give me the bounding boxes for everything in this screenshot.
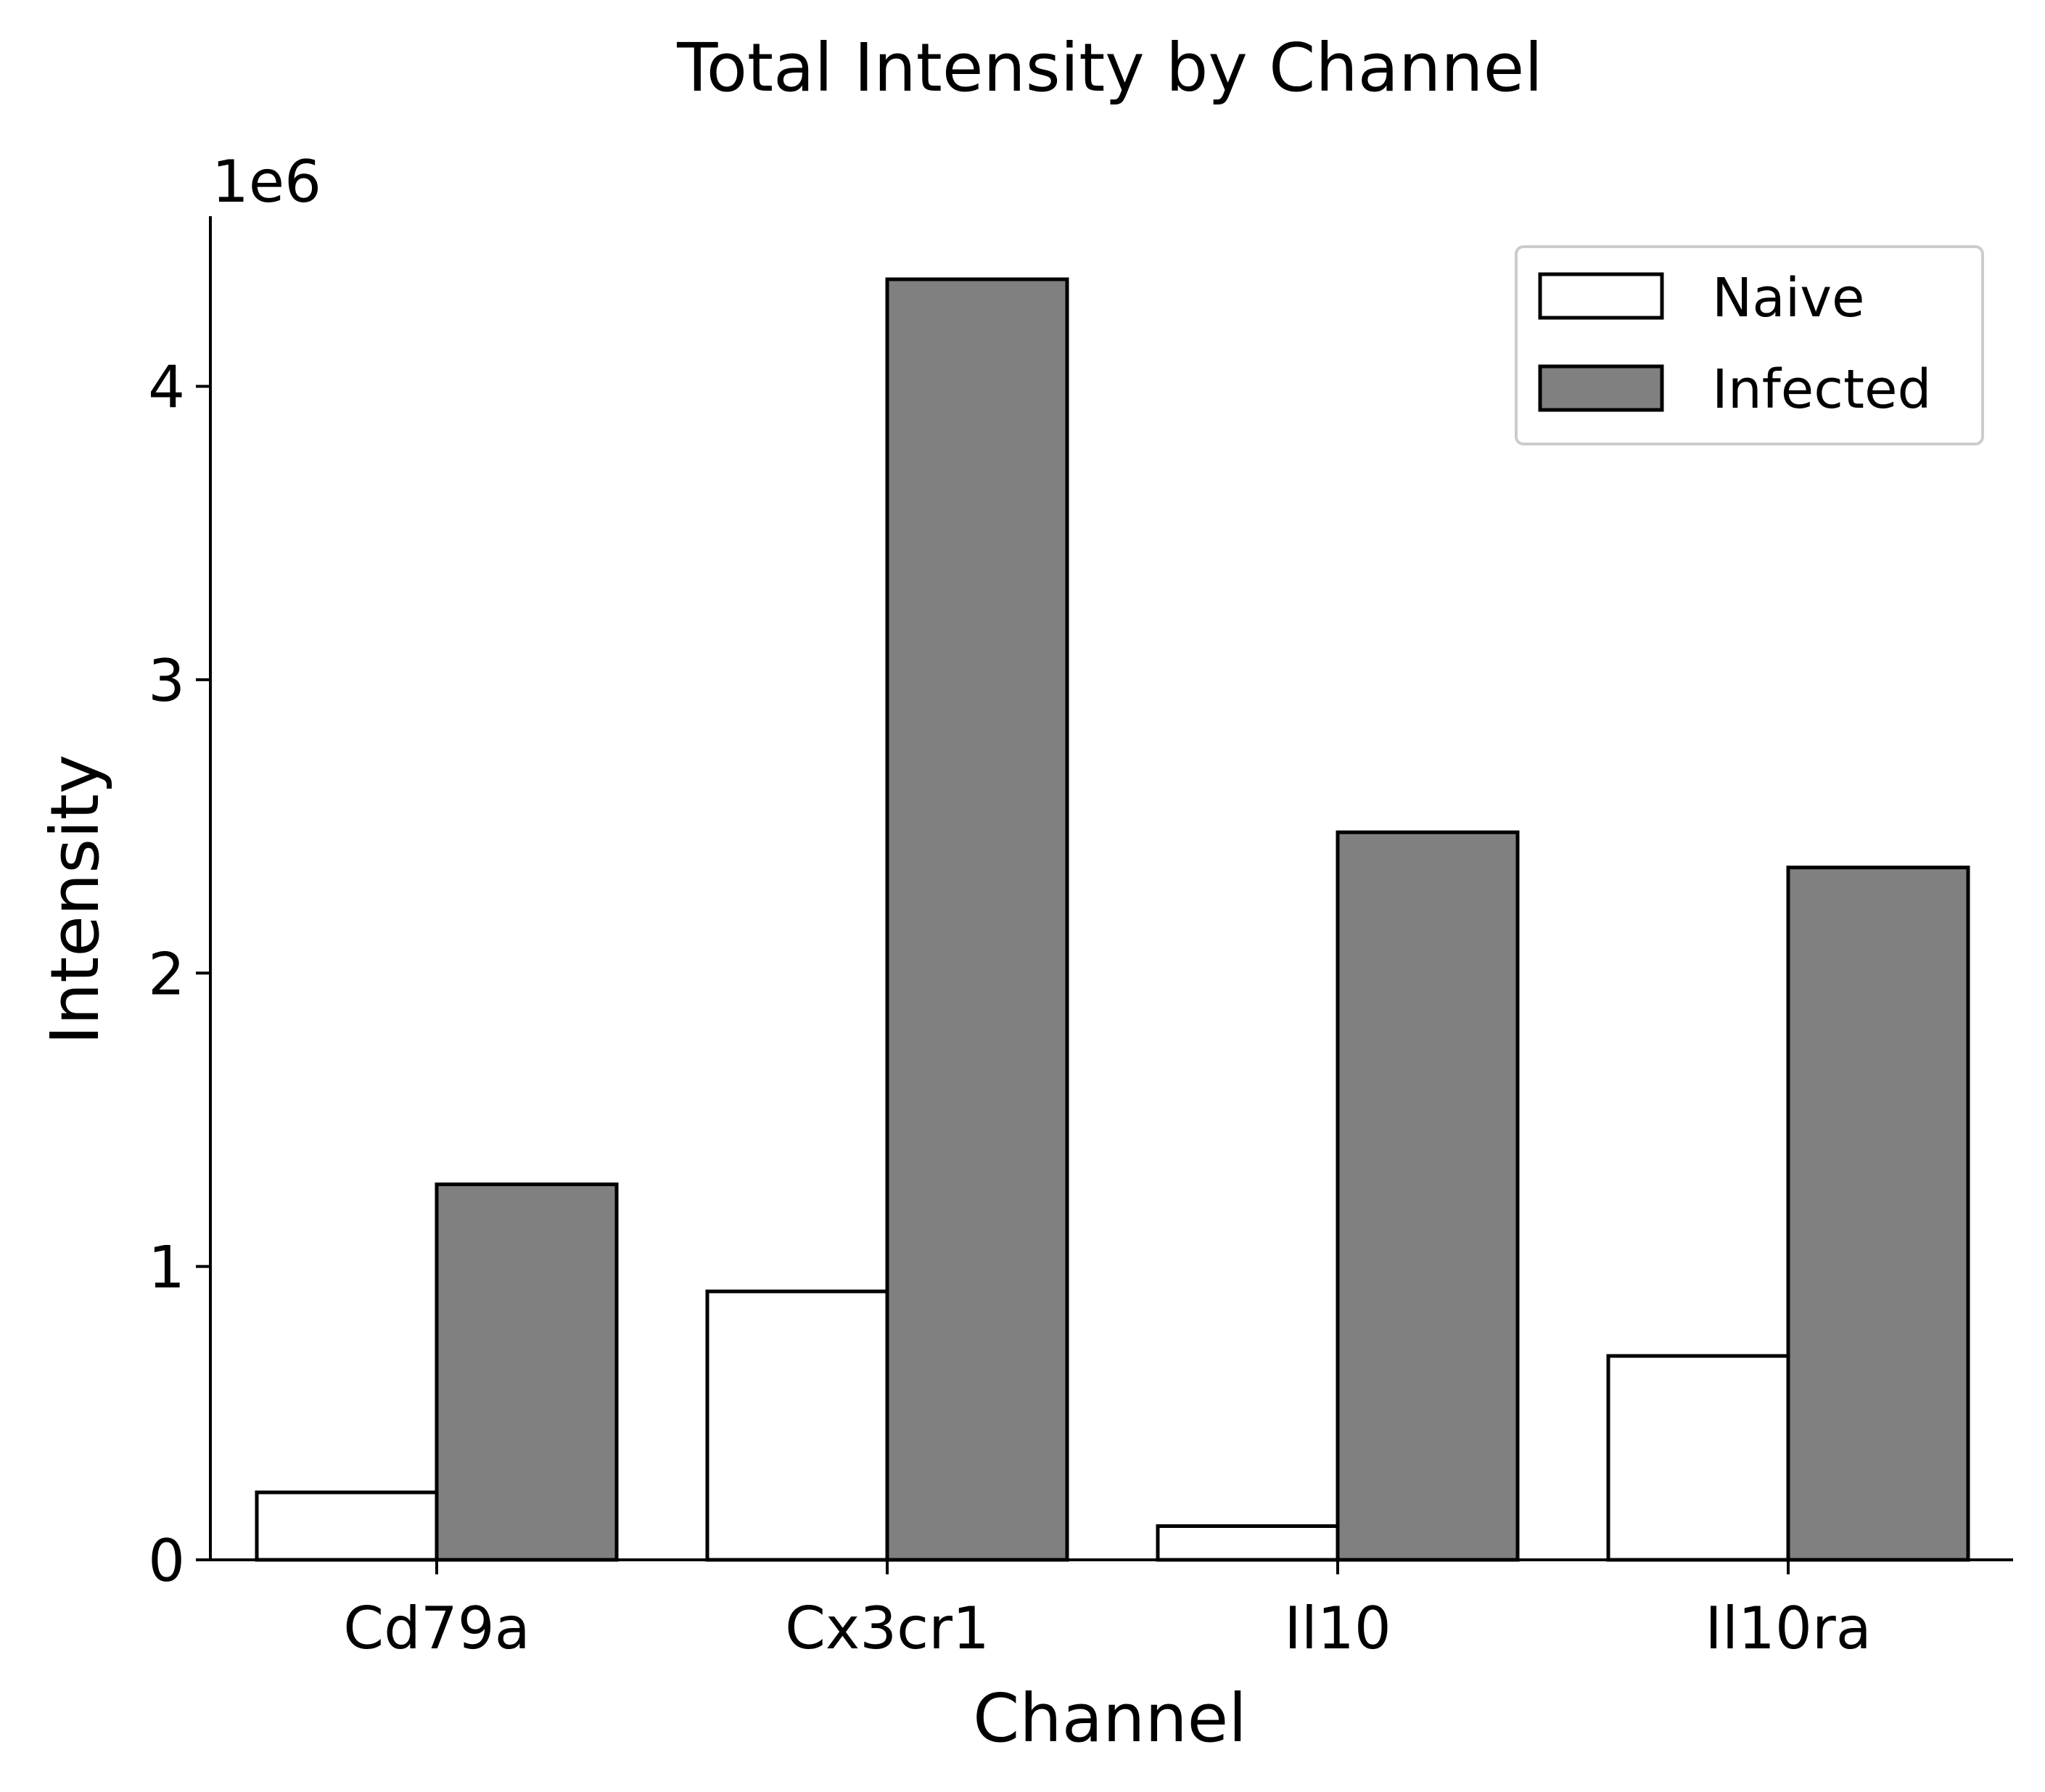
x-axis-ticks: Cd79a Cx3cr1 Il10 Il10ra [343,1560,1872,1662]
x-tick-label: Cd79a [343,1595,530,1662]
bar-naive-il10 [1156,1524,1340,1562]
y-axis-label: Intensity [36,755,114,1045]
x-tick-label: Il10 [1284,1595,1391,1662]
y-tick-label: 0 [148,1527,185,1595]
legend: Naive Infected [1515,245,1984,445]
x-tick-label: Il10ra [1705,1595,1872,1662]
y-tick-label: 3 [148,647,185,715]
legend-swatch-naive [1538,272,1664,320]
legend-label-naive: Naive [1712,267,1865,329]
legend-label-infected: Infected [1712,358,1932,421]
legend-swatch-infected [1538,364,1664,412]
y-tick-label: 1 [148,1234,185,1302]
y-tick-label: 4 [148,354,185,422]
bar-infected-il10 [1336,830,1520,1562]
x-axis-label: Channel [973,1680,1247,1757]
bar-infected-cx3cr1 [885,277,1069,1562]
x-tick-label: Cx3cr1 [785,1595,989,1662]
bar-naive-cx3cr1 [705,1289,889,1562]
bars-group [255,277,1970,1562]
y-axis-offset-label: 1e6 [212,148,321,215]
chart-title: Total Intensity by Channel [676,29,1543,107]
bar-infected-il10ra [1786,866,1970,1562]
y-axis-ticks: 0 1 2 3 4 [148,354,210,1595]
bar-naive-il10ra [1606,1354,1790,1562]
bar-naive-cd79a [255,1490,439,1562]
bar-infected-cd79a [435,1182,619,1562]
y-tick-label: 2 [148,940,185,1008]
